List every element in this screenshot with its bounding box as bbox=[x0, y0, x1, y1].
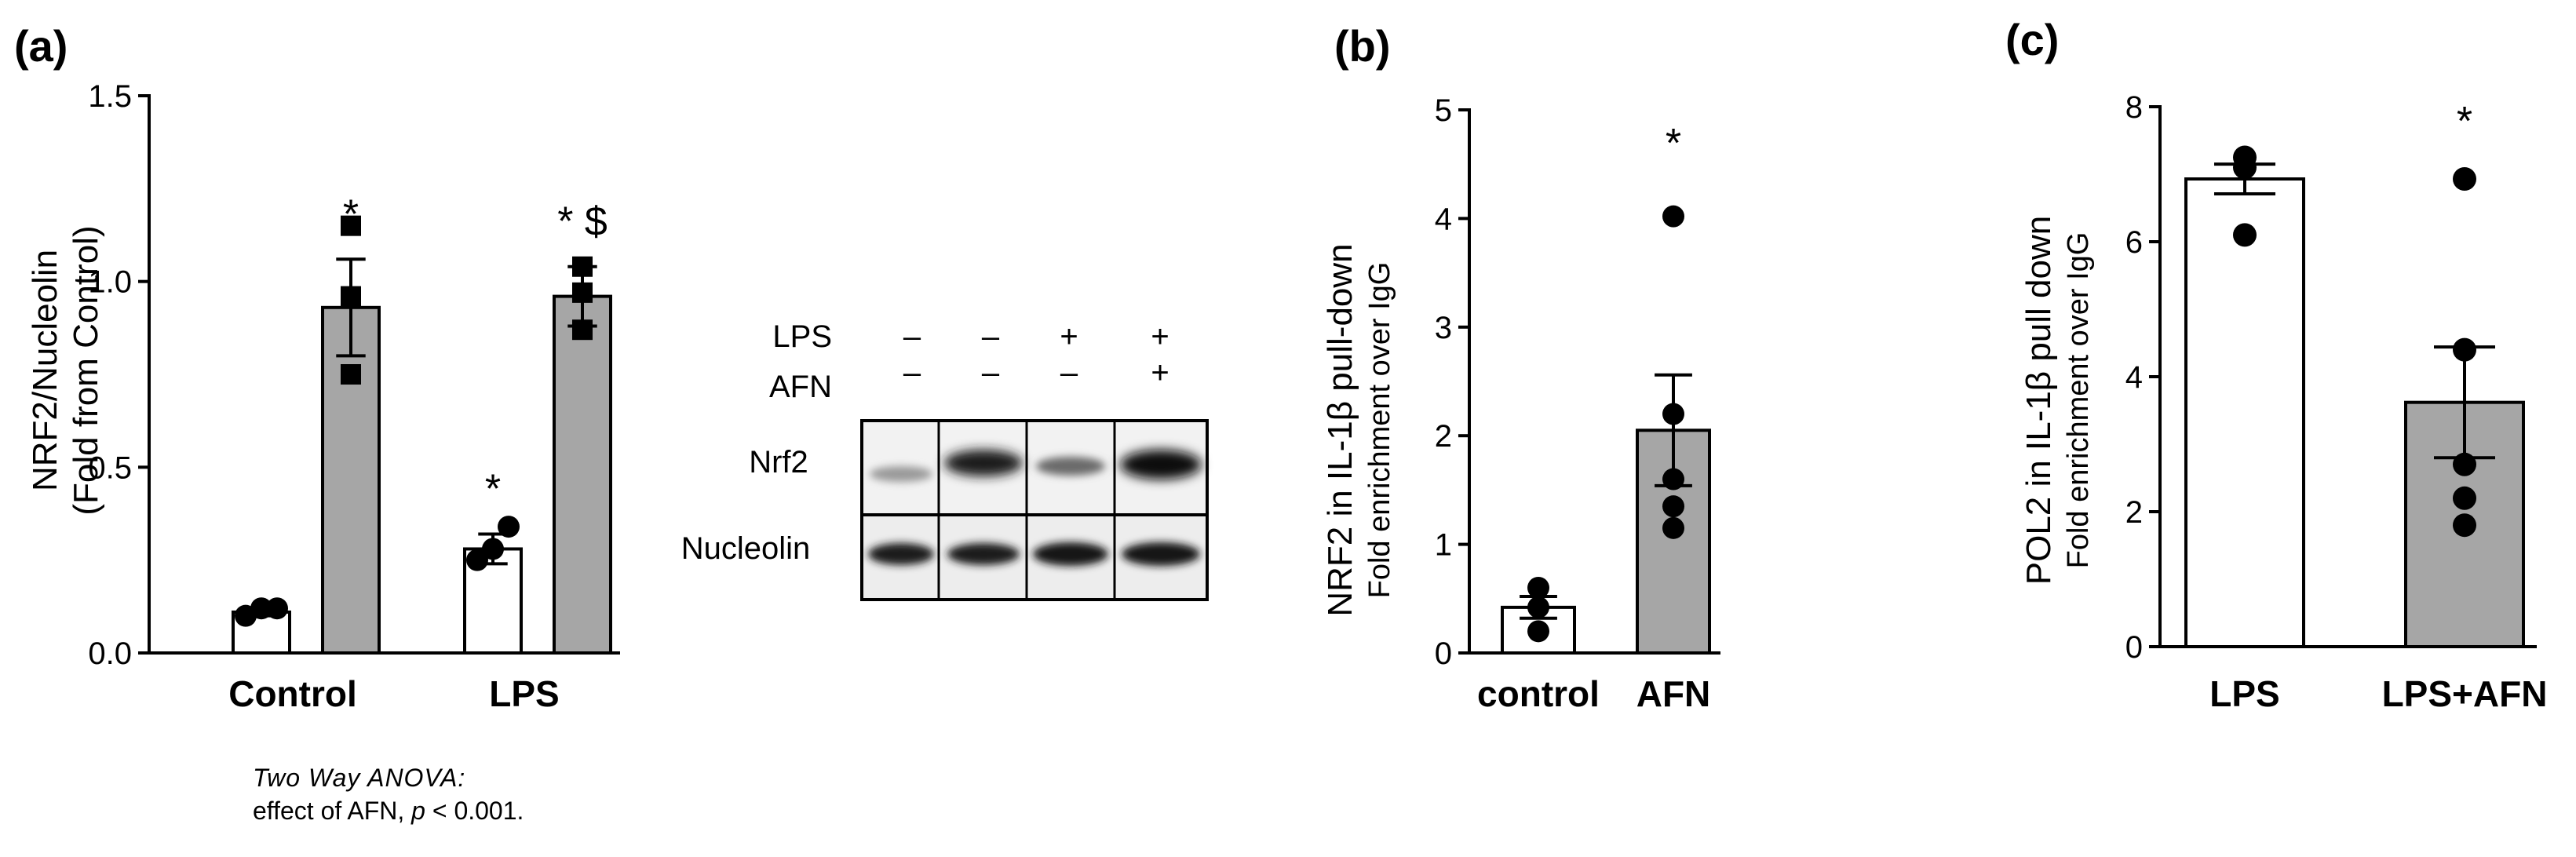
anova-note-line1: Two Way ANOVA: bbox=[253, 764, 466, 792]
anova-note-suffix: < 0.001. bbox=[425, 797, 524, 825]
blot-band-label-nucleolin: Nucleolin bbox=[681, 531, 811, 566]
blot-band bbox=[868, 543, 934, 565]
data-point bbox=[482, 538, 504, 560]
significance-marker: * bbox=[1666, 121, 1681, 166]
x-category-label: LPS+AFN bbox=[2382, 673, 2548, 714]
blot-lps-sign: + bbox=[1060, 319, 1078, 354]
significance-marker: * bbox=[485, 467, 501, 512]
y-tick-label: 1 bbox=[1435, 528, 1452, 563]
data-point bbox=[1662, 468, 1684, 490]
panel-b-label: (b) bbox=[1334, 21, 1391, 71]
chart-b: 0 1 2 3 4 5 control AFN * bbox=[1435, 93, 1720, 714]
anova-note: Two Way ANOVA: effect of AFN, p < 0.001. bbox=[253, 761, 524, 827]
blot-band bbox=[944, 450, 1023, 476]
y-tick-label: 2 bbox=[1435, 419, 1452, 454]
chart-a-ylabel-line1: NRF2/Nucleolin bbox=[26, 250, 64, 491]
anova-note-prefix: effect of AFN, bbox=[253, 797, 412, 825]
chart-c: 0 2 4 6 8 LPS LPS+AFN * bbox=[2125, 90, 2548, 714]
data-point bbox=[498, 516, 520, 538]
data-point bbox=[1527, 596, 1549, 618]
data-point bbox=[572, 319, 593, 341]
y-tick-label: 4 bbox=[1435, 202, 1452, 236]
western-blot: LPS AFN – – + + – – – + Nrf2 Nucleolin bbox=[681, 319, 1209, 601]
anova-note-line2: effect of AFN, p < 0.001. bbox=[253, 794, 524, 827]
y-tick-label: 0.5 bbox=[88, 450, 132, 485]
y-tick-label: 4 bbox=[2125, 360, 2143, 395]
x-category-label: LPS bbox=[489, 673, 559, 714]
x-category-label: Control bbox=[228, 673, 357, 714]
bar bbox=[321, 305, 381, 655]
y-tick-label: 3 bbox=[1435, 311, 1452, 345]
data-point bbox=[2453, 452, 2476, 476]
blot-afn-sign: – bbox=[982, 356, 1000, 390]
blot-band bbox=[870, 466, 932, 482]
data-point bbox=[2453, 486, 2476, 510]
blot-band bbox=[1036, 457, 1105, 476]
data-point bbox=[341, 286, 361, 307]
data-point bbox=[1662, 205, 1684, 228]
blot-band bbox=[947, 543, 1020, 565]
panel-a-label: (a) bbox=[14, 21, 68, 71]
data-point bbox=[1662, 403, 1684, 425]
y-tick-label: 5 bbox=[1435, 93, 1452, 128]
blot-band bbox=[1033, 542, 1108, 566]
chart-c-ylabel-line2: Fold enrichment over IgG bbox=[2062, 232, 2095, 569]
data-point bbox=[2233, 223, 2257, 247]
y-tick-label: 0 bbox=[1435, 636, 1452, 671]
y-tick-label: 6 bbox=[2125, 225, 2143, 260]
blot-lps-sign: – bbox=[903, 319, 921, 354]
blot-afn-sign: – bbox=[1060, 356, 1078, 390]
significance-marker: * bbox=[343, 191, 359, 237]
panel-c-label: (c) bbox=[2005, 15, 2059, 64]
blot-row-label-afn: AFN bbox=[769, 370, 832, 404]
blot-row-label-lps: LPS bbox=[772, 319, 832, 354]
blot-lps-sign: – bbox=[982, 319, 1000, 354]
bar bbox=[553, 294, 612, 655]
blot-band-label-nrf2: Nrf2 bbox=[749, 445, 808, 480]
blot-band bbox=[1120, 450, 1202, 480]
data-point bbox=[2453, 337, 2476, 362]
y-tick-label: 1.0 bbox=[88, 265, 132, 300]
data-point bbox=[2453, 513, 2476, 538]
data-point bbox=[572, 282, 593, 303]
bar bbox=[2184, 177, 2305, 648]
data-point bbox=[1527, 620, 1549, 643]
y-tick-label: 8 bbox=[2125, 90, 2143, 125]
y-tick-label: 1.5 bbox=[88, 79, 132, 114]
data-point bbox=[250, 597, 272, 620]
data-point bbox=[2233, 145, 2257, 170]
chart-a: 0.0 0.5 1.0 1.5 Control * LPS * * $ bbox=[88, 79, 620, 714]
blot-lps-sign: + bbox=[1151, 319, 1169, 354]
data-point bbox=[1662, 516, 1684, 539]
blot-band bbox=[1122, 542, 1200, 566]
blot-afn-sign: + bbox=[1151, 356, 1169, 390]
y-tick-label: 0 bbox=[2125, 630, 2143, 665]
chart-b-ylabel-line1: NRF2 in IL-1β pull-down bbox=[1321, 243, 1359, 616]
x-category-label: AFN bbox=[1636, 673, 1711, 714]
anova-note-p: p bbox=[411, 797, 425, 825]
data-point bbox=[466, 549, 488, 571]
data-point bbox=[1662, 495, 1684, 518]
data-point bbox=[2453, 167, 2476, 191]
data-point bbox=[1527, 576, 1549, 599]
chart-a-ylabel-line2: (Fold from Control) bbox=[67, 225, 105, 515]
x-category-label: LPS bbox=[2209, 673, 2279, 714]
chart-b-ylabel-line2: Fold enrichment over IgG bbox=[1363, 262, 1396, 599]
y-tick-label: 0.0 bbox=[88, 636, 132, 671]
significance-marker: * $ bbox=[557, 199, 608, 245]
significance-marker: * bbox=[2457, 99, 2472, 144]
data-point bbox=[341, 215, 361, 236]
blot-afn-sign: – bbox=[903, 356, 921, 390]
x-category-label: control bbox=[1477, 673, 1600, 714]
chart-c-ylabel-line1: POL2 in IL-1β pull down bbox=[2020, 216, 2058, 585]
data-point bbox=[266, 597, 288, 620]
data-point bbox=[341, 364, 361, 385]
y-tick-label: 2 bbox=[2125, 495, 2143, 530]
data-point bbox=[572, 256, 593, 277]
